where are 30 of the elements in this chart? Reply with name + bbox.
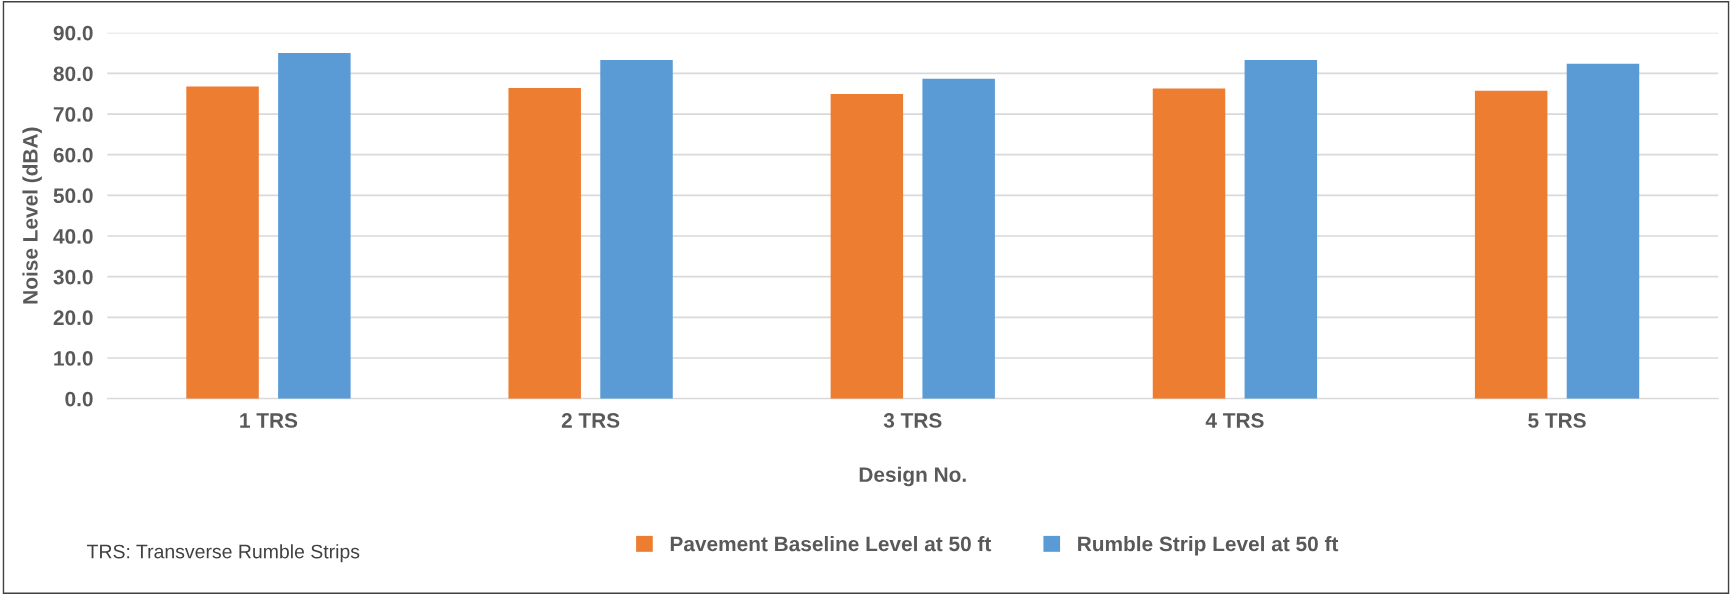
legend-label: Rumble Strip Level at 50 ft [1078,536,1339,556]
bar [1244,59,1318,399]
y-tick-label: 70.0 [53,107,93,122]
y-tick-label: 50.0 [53,188,93,204]
x-tick-label: 3 TRS [883,413,942,428]
y-tick-label: 40.0 [53,229,93,244]
y-tick-label: 0.0 [65,391,93,407]
y-tick-label: 90.0 [53,25,93,41]
bar [278,53,351,399]
x-tick-label: 4 TRS [1205,413,1264,428]
bar [830,94,904,399]
bar [1474,90,1548,399]
x-tick-label: 2 TRS [561,413,620,428]
bar [922,78,995,399]
text: TRS: Transverse Rumble Strips [87,544,360,563]
x-tick-label: 1 TRS [240,413,298,428]
y-axis-title: Noise Level (dBA) [22,127,42,304]
y-tick-label: 80.0 [53,66,93,82]
y-tick-label: 10.0 [54,350,93,366]
x-axis-title: Design No. [859,466,966,487]
bar [508,88,581,399]
bar [600,59,673,399]
bar [1566,63,1640,399]
legend-label: Pavement Baseline Level at 50 ft [670,536,992,552]
y-tick-label: 60.0 [53,147,93,163]
y-tick-label: 20.0 [53,310,93,326]
x-tick-label: 5 TRS [1528,413,1586,428]
bar [1152,88,1226,399]
bar [186,86,259,399]
y-tick-label: 30.0 [53,269,93,285]
